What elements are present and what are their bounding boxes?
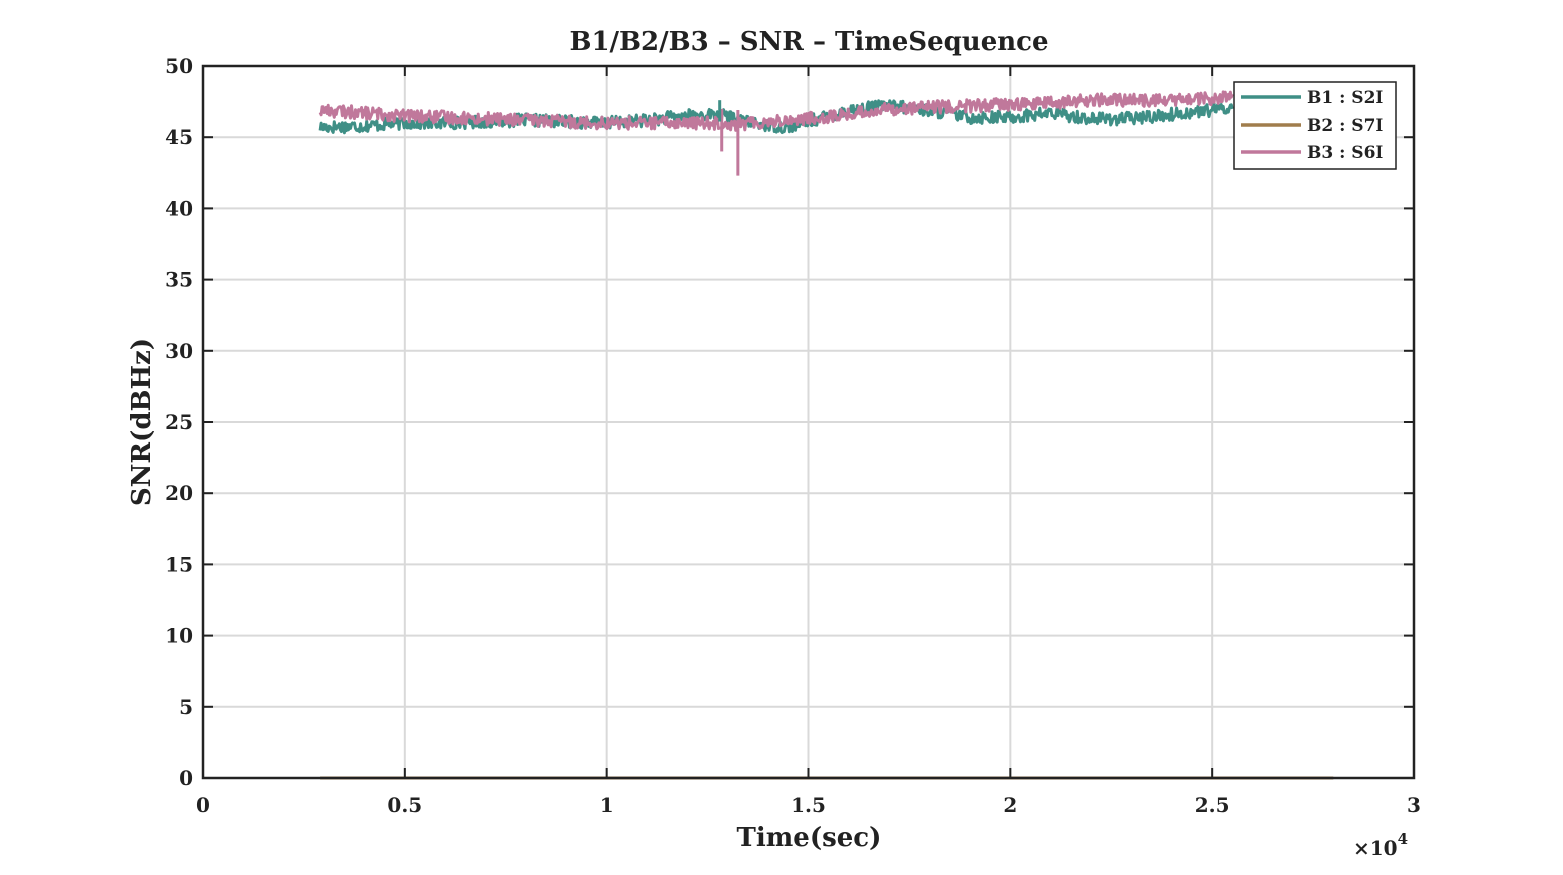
y-tick-label: 50 [165, 54, 193, 78]
x-tick-label: 3 [1407, 793, 1421, 817]
legend-label-b3: B3 : S6I [1307, 143, 1383, 163]
x-tick-label: 0.5 [387, 793, 422, 817]
y-tick-label: 40 [165, 196, 193, 220]
legend-label-b2: B2 : S7I [1307, 116, 1383, 136]
y-tick-label: 15 [165, 552, 193, 576]
x-axis-label: Time(sec) [737, 823, 882, 853]
legend: B1 : S2I B2 : S7I B3 : S6I [1233, 81, 1397, 170]
x-tick-label: 1 [600, 793, 614, 817]
x-exponent-power: 4 [1398, 830, 1408, 848]
x-tick-label: 2 [1003, 793, 1017, 817]
series-line-b1 [318, 99, 1234, 135]
grid-layer [203, 66, 1414, 778]
y-tick-label: 45 [165, 125, 193, 149]
x-tick-label: 1.5 [791, 793, 826, 817]
legend-label-b1: B1 : S2I [1307, 88, 1383, 108]
x-exponent-label: ×104 [1353, 830, 1408, 860]
y-axis-label: SNR(dBHz) [127, 338, 157, 506]
chart-title: B1/B2/B3 – SNR – TimeSequence [569, 27, 1048, 57]
y-tick-label: 10 [165, 624, 193, 648]
y-tick-label: 20 [165, 481, 193, 505]
x-exponent-base: ×10 [1353, 836, 1398, 860]
y-tick-label: 35 [165, 268, 193, 292]
y-tick-label: 5 [179, 695, 193, 719]
x-tick-label: 0 [196, 793, 210, 817]
y-tick-label: 25 [165, 410, 193, 434]
x-tick-label: 2.5 [1195, 793, 1230, 817]
series-line-b3 [318, 90, 1234, 132]
y-tick-label: 30 [165, 339, 193, 363]
y-tick-label: 0 [179, 766, 193, 790]
